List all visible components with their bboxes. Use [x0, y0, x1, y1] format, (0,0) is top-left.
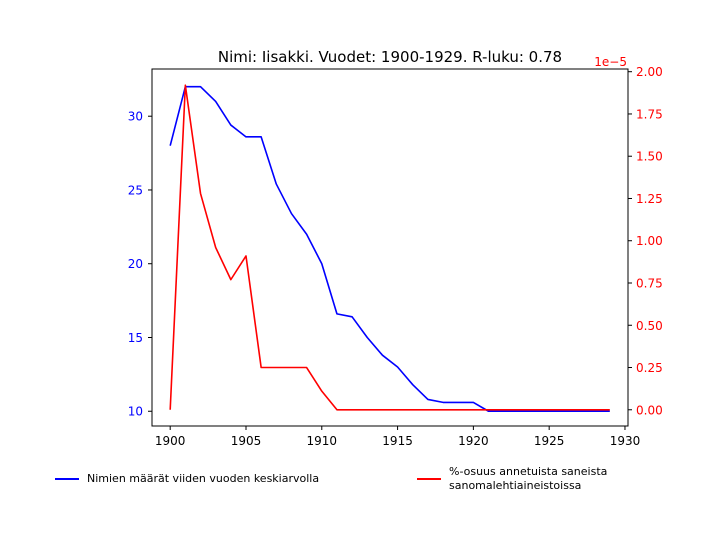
x-tick-label-1920: 1920 — [458, 434, 489, 448]
plot-frame — [151, 68, 629, 427]
x-tick-label-1925: 1925 — [534, 434, 565, 448]
right-tick-label-1.00: 1.00 — [636, 234, 663, 248]
right-tick-label-0.25: 0.25 — [636, 361, 663, 375]
x-tick-label-1930: 1930 — [610, 434, 641, 448]
right-tick-label-2.00: 2.00 — [636, 65, 663, 79]
right-tick-label-0.00: 0.00 — [636, 403, 663, 417]
x-tick-label-1910: 1910 — [307, 434, 338, 448]
left-tick-label-20: 20 — [128, 257, 143, 271]
legend-item-red: %-osuus annetuista saneista sanomalehtia… — [417, 465, 607, 493]
chart-title: Nimi: Iisakki. Vuodet: 1900-1929. R-luku… — [218, 48, 562, 66]
right-tick-label-1.50: 1.50 — [636, 150, 663, 164]
legend-swatch-blue — [55, 478, 79, 480]
series-line-0 — [169, 85, 610, 413]
right-axis-offset-label: 1e−5 — [594, 55, 627, 69]
right-tick-label-1.25: 1.25 — [636, 192, 663, 206]
left-tick-label-10: 10 — [128, 405, 143, 419]
right-tick-label-0.75: 0.75 — [636, 276, 663, 290]
x-tick-label-1900: 1900 — [155, 434, 186, 448]
right-tick-label-0.50: 0.50 — [636, 319, 663, 333]
plot-area: 1900 1905 1910 1915 1920 1925 1930 10 15 20 25 30 0.… — [128, 65, 663, 448]
right-tick-label-1.75: 1.75 — [636, 107, 663, 121]
left-tick-label-25: 25 — [128, 183, 143, 197]
legend-swatch-red — [417, 478, 441, 480]
left-tick-label-15: 15 — [128, 331, 143, 345]
left-tick-label-30: 30 — [128, 110, 143, 124]
legend-item-blue: Nimien määrät viiden vuoden keskiarvolla — [55, 472, 319, 486]
legend-label-blue: Nimien määrät viiden vuoden keskiarvolla — [87, 472, 320, 485]
x-tick-label-1915: 1915 — [382, 434, 413, 448]
series-line-1 — [169, 84, 610, 411]
x-tick-label-1905: 1905 — [231, 434, 262, 448]
legend-label-red: %-osuus annetuista saneista sanomalehtia… — [449, 465, 608, 492]
